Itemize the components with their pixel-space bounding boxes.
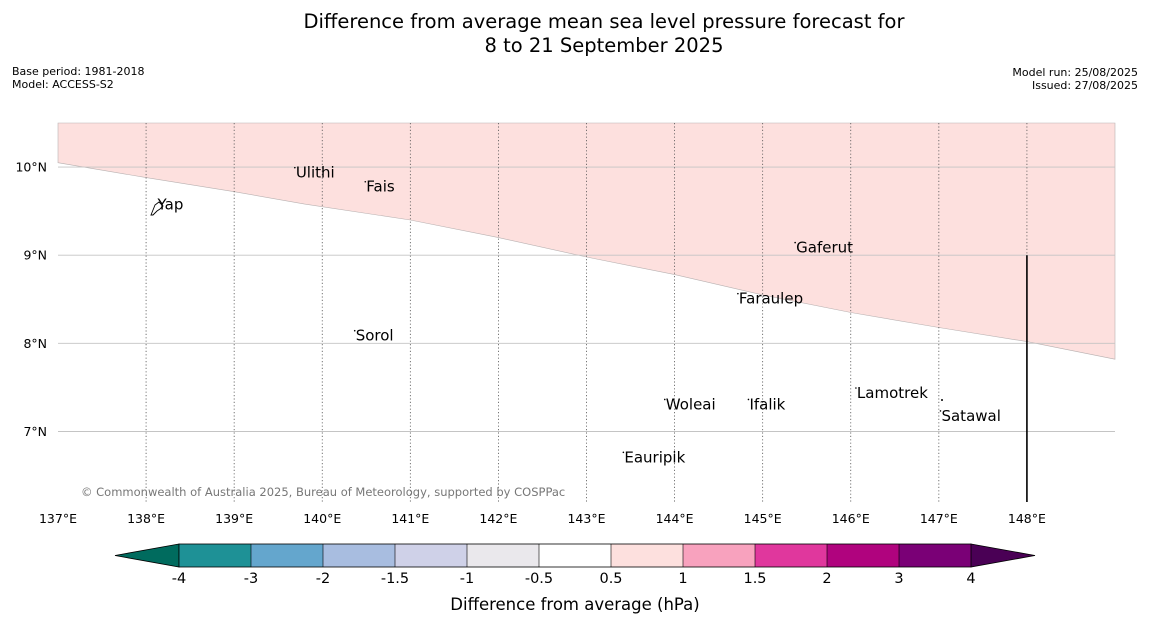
colorbar-tick-label: 2 (822, 571, 831, 587)
longitude-tick-labels: 137°E 138°E 139°E 140°E 141°E 142°E 143°E 144°E… (39, 511, 1046, 526)
place-label-ulithi: Ulithi (296, 164, 335, 182)
issued-date: Issued: 27/08/2025 (1032, 79, 1138, 92)
colorbar-tick-label: 0.5 (599, 571, 622, 587)
island-dot (294, 166, 296, 169)
colorbar-tick-label: 1 (678, 571, 687, 587)
colorbar-tick-label: 1.5 (743, 571, 766, 587)
place-label-yap: Yap (157, 195, 184, 213)
colorbar: -4 -3 -2 -1.5 -1 -0.5 0.5 1 1.5 2 3 4 Difference fr… (114, 543, 1036, 614)
longitude-tick-label: 147°E (920, 511, 958, 526)
colorbar-tick-label: -1.5 (381, 571, 409, 587)
longitude-tick-label: 143°E (567, 511, 605, 526)
colorbar-tick-label: -1 (460, 571, 474, 587)
colorbar-tick-label: -2 (316, 571, 330, 587)
island-dot (353, 329, 356, 332)
place-label-ifalik: Ifalik (749, 395, 785, 413)
longitude-tick-label: 146°E (832, 511, 870, 526)
latitude-tick-label: 7°N (23, 424, 47, 439)
colorbar-swatch (323, 544, 396, 567)
title-line-2: 8 to 21 September 2025 (485, 34, 724, 57)
island-dot (855, 387, 857, 389)
colorbar-swatch (899, 544, 972, 567)
island-dot (747, 398, 750, 401)
colorbar-swatch (251, 544, 324, 567)
longitude-tick-label: 148°E (1008, 511, 1046, 526)
title-line-1: Difference from average mean sea level p… (304, 10, 906, 33)
colorbar-swatches (179, 544, 972, 567)
colorbar-swatch (611, 544, 684, 567)
place-label-woleai: Woleai (666, 395, 716, 413)
longitude-tick-label: 142°E (479, 511, 517, 526)
latitude-tick-label: 10°N (15, 160, 47, 175)
longitude-tick-label: 139°E (215, 511, 253, 526)
place-label-gaferut: Gaferut (796, 239, 853, 257)
island-dot (364, 180, 367, 183)
latitude-tick-label: 8°N (23, 336, 47, 351)
latitude-gridlines (58, 166, 1115, 432)
colorbar-swatch (467, 544, 540, 567)
island-dot (622, 451, 625, 454)
colorbar-tick-label: 3 (894, 571, 903, 587)
island-dot (939, 410, 942, 412)
latitude-tick-label: 9°N (23, 248, 47, 263)
colorbar-swatch (179, 544, 252, 567)
colorbar-swatch (827, 544, 900, 567)
colorbar-label: Difference from average (hPa) (450, 595, 699, 614)
model-run: Model run: 25/08/2025 (1012, 66, 1138, 79)
island-dot (663, 398, 666, 401)
place-label-eauripik: Eauripik (624, 448, 685, 466)
island-dot (737, 292, 739, 295)
place-label-sorol: Sorol (356, 327, 394, 345)
longitude-tick-label: 141°E (391, 511, 429, 526)
place-label-fais: Fais (366, 178, 395, 196)
island-markers (150, 166, 943, 454)
colorbar-tick-label: -3 (244, 571, 258, 587)
colorbar-swatch (395, 544, 468, 567)
colorbar-tick-label: 4 (966, 571, 975, 587)
colorbar-tick-label: -4 (172, 571, 186, 587)
colorbar-swatch (755, 544, 828, 567)
place-label-faraulep: Faraulep (739, 290, 803, 308)
colorbar-under-extension (114, 543, 180, 568)
colorbar-swatch (683, 544, 756, 567)
colorbar-frame (178, 543, 972, 568)
model-name: Model: ACCESS-S2 (12, 78, 114, 91)
longitude-tick-label: 144°E (656, 511, 694, 526)
base-period: Base period: 1981-2018 (12, 65, 144, 78)
island-dot (794, 241, 796, 244)
colorbar-tick-labels: -4 -3 -2 -1.5 -1 -0.5 0.5 1 1.5 2 3 4 (172, 571, 976, 587)
longitude-tick-label: 137°E (39, 511, 77, 526)
latitude-tick-labels: 10°N 9°N 8°N 7°N (15, 160, 47, 439)
colorbar-tick-label: -0.5 (525, 571, 553, 587)
longitude-tick-label: 145°E (744, 511, 782, 526)
island-dot (941, 399, 943, 401)
map-panel: Yap Ulithi Fais Gaferut Faraulep Sorol Woleai I… (57, 122, 1116, 502)
colorbar-swatch (539, 544, 612, 567)
place-label-lamotrek: Lamotrek (857, 384, 928, 402)
yap-island-outline (150, 201, 164, 216)
place-label-satawal: Satawal (941, 407, 1000, 425)
longitude-tick-label: 140°E (303, 511, 341, 526)
place-labels: Yap Ulithi Fais Gaferut Faraulep Sorol Woleai I… (157, 164, 1001, 467)
longitude-tick-label: 138°E (127, 511, 165, 526)
copyright-text: © Commonwealth of Australia 2025, Bureau… (81, 485, 565, 499)
colorbar-over-extension (970, 543, 1036, 568)
